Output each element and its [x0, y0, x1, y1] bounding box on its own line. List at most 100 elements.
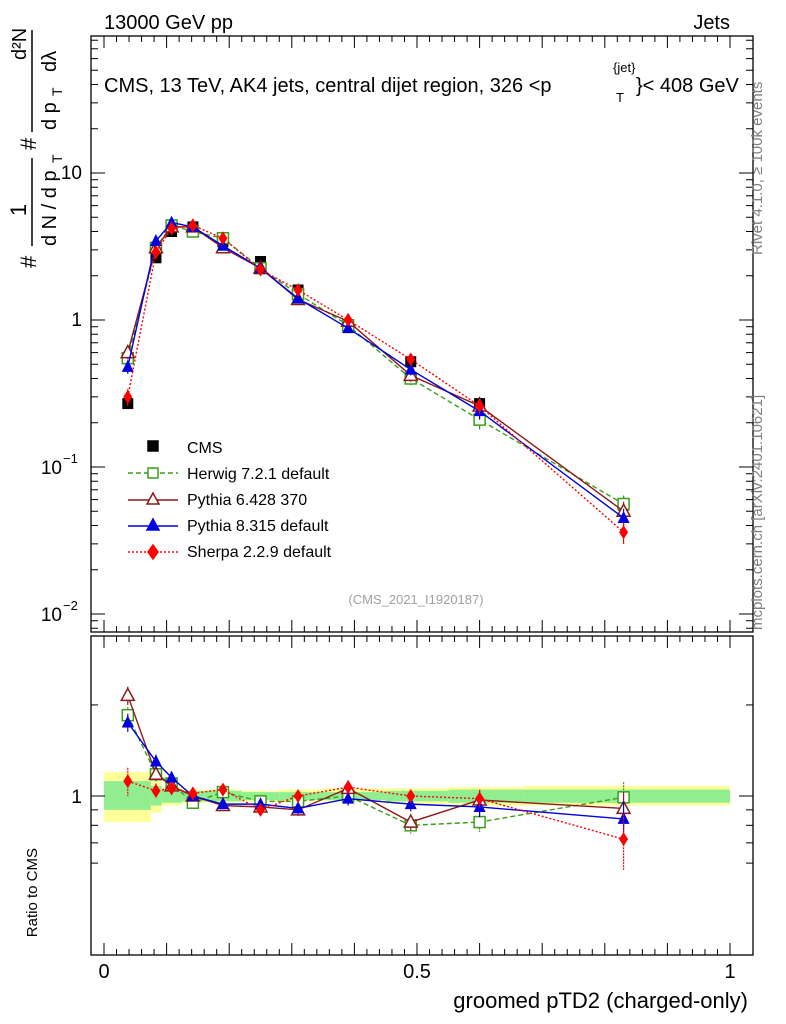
- main-point-sherpa: [151, 245, 161, 260]
- legend-marker-sherpa: [147, 543, 159, 561]
- y-label-dpt-sub: T: [49, 87, 65, 96]
- main-panel-series: [120, 215, 632, 544]
- ratio-point-pythia6: [402, 813, 419, 828]
- ratio-y-axis-label: Ratio to CMS: [24, 848, 41, 937]
- y-label-one: 1: [6, 204, 31, 216]
- legend-label-pythia6: Pythia 6.428 370: [187, 492, 307, 509]
- energy-label: 13000 GeV pp: [104, 12, 233, 34]
- ratio-point-pythia8: [165, 770, 178, 783]
- ratio-line-herwig: [127, 714, 624, 827]
- main-point-sherpa: [406, 352, 416, 367]
- y-label-denominator: d N / d p: [39, 170, 61, 246]
- x-tick-label-0: 0: [98, 961, 109, 983]
- y-label-hash: #: [16, 255, 41, 268]
- main-panel-frame: [90, 35, 754, 633]
- ratio-series-herwig: [121, 706, 630, 834]
- main-point-sherpa: [167, 221, 177, 236]
- ratio-point-sherpa: [151, 783, 161, 798]
- y-tick-exp: −1: [63, 451, 78, 466]
- ratio-series-sherpa: [123, 767, 629, 870]
- main-point-pythia8: [149, 233, 162, 246]
- title-main: CMS, 13 TeV, AK4 jets, central dijet reg…: [104, 75, 552, 97]
- legend-entry-pythia8: Pythia 8.315 default: [128, 517, 329, 535]
- main-point-sherpa: [475, 398, 485, 413]
- y-tick-base: 10: [41, 605, 62, 626]
- y-tick-label-1: 1: [71, 310, 82, 331]
- rivet-version-label: Rivet 4.1.0, ≥ 100k events: [749, 82, 766, 255]
- main-point-sherpa: [293, 282, 303, 297]
- ratio-point-pythia8: [121, 715, 134, 728]
- y-label-dpt: d p: [39, 102, 61, 130]
- y-label-dlambda: dλ: [39, 51, 61, 72]
- main-point-sherpa: [256, 262, 265, 277]
- ratio-point-sherpa: [343, 780, 353, 795]
- ratio-point-pythia8: [342, 791, 355, 804]
- title-tail: }< 408 GeV: [636, 75, 740, 97]
- ratio-point-sherpa: [619, 832, 629, 847]
- main-line-sherpa: [127, 224, 625, 533]
- ratio-point-pythia8: [292, 801, 305, 814]
- ratio-series-pythia8: [121, 713, 630, 840]
- legend-marker-pythia6: [145, 491, 161, 505]
- ratio-point-sherpa: [123, 774, 133, 789]
- legend-label-cms: CMS: [187, 440, 223, 457]
- legend-marker-pythia8: [145, 517, 161, 531]
- main-point-pythia8: [121, 359, 134, 372]
- ratio-point-pythia6: [148, 765, 164, 781]
- ratio-point-pythia6: [120, 686, 136, 702]
- legend: CMS Herwig 7.2.1 default Pythia 6.428 37…: [128, 440, 332, 561]
- x-tick-label-1: 1: [724, 961, 735, 983]
- legend-entry-pythia6: Pythia 6.428 370: [128, 491, 307, 509]
- main-point-pythia8: [617, 510, 630, 523]
- ratio-point-herwig: [473, 815, 486, 829]
- ratio-point-sherpa: [256, 802, 265, 817]
- legend-label-sherpa: Sherpa 2.2.9 default: [187, 544, 332, 561]
- y-label-hash2: #: [16, 137, 41, 150]
- main-point-sherpa: [123, 389, 133, 404]
- ratio-point-sherpa: [406, 789, 416, 803]
- ratio-point-pythia8: [216, 797, 229, 810]
- y-label-denominator-sub: T: [49, 154, 65, 163]
- y-label-d2n: d²N: [9, 28, 31, 60]
- legend-label-herwig: Herwig 7.2.1 default: [187, 466, 330, 483]
- legend-label-pythia8: Pythia 8.315 default: [187, 518, 329, 535]
- legend-marker-cms: [147, 440, 159, 452]
- main-point-sherpa: [619, 525, 629, 540]
- analysis-id: (CMS_2021_I1920187): [348, 592, 483, 607]
- axis-ticks: [91, 36, 753, 955]
- main-y-axis-label: # 1 d N / d p T # d²N d p T dλ: [6, 28, 65, 268]
- main-point-pythia8: [342, 321, 355, 334]
- ratio-point-pythia8: [149, 754, 162, 767]
- ratio-point-sherpa: [293, 789, 303, 803]
- ratio-point-pythia8: [404, 797, 417, 810]
- main-point-sherpa: [343, 313, 353, 327]
- x-axis-label: groomed pTD2 (charged-only): [453, 988, 748, 1013]
- title-sup: {jet}: [613, 60, 636, 75]
- legend-entry-cms: CMS: [147, 440, 223, 457]
- y-tick-label-0.01: 10 −2: [41, 598, 78, 626]
- x-tick-label-0.5: 0.5: [403, 961, 431, 983]
- mcplots-label: mcplots.cern.ch [arXiv:2401.10621]: [749, 395, 766, 630]
- ratio-panel-series: [120, 686, 632, 870]
- ratio-point-sherpa: [167, 781, 177, 796]
- ratio-point-sherpa: [188, 786, 198, 801]
- ratio-point-sherpa: [218, 782, 228, 797]
- ratio-band-inner: [448, 789, 524, 803]
- ratio-y-tick-label-1: 1: [71, 787, 82, 808]
- ratio-point-sherpa: [475, 791, 485, 806]
- y-tick-label-0.1: 10 −1: [41, 451, 78, 479]
- ratio-band-inner: [323, 792, 386, 801]
- main-series-sherpa: [123, 218, 629, 544]
- main-point-pythia8: [404, 362, 417, 375]
- y-tick-base: 10: [41, 458, 62, 479]
- legend-entry-herwig: Herwig 7.2.1 default: [128, 466, 330, 483]
- legend-marker-herwig: [147, 467, 159, 479]
- y-tick-label-10: 10: [61, 163, 82, 184]
- y-tick-exp: −2: [63, 598, 78, 613]
- plot-title: CMS, 13 TeV, AK4 jets, central dijet reg…: [104, 60, 740, 105]
- category-label: Jets: [693, 12, 730, 34]
- ratio-band-inner: [161, 789, 183, 803]
- main-point-sherpa: [218, 231, 228, 246]
- legend-entry-sherpa: Sherpa 2.2.9 default: [128, 543, 332, 561]
